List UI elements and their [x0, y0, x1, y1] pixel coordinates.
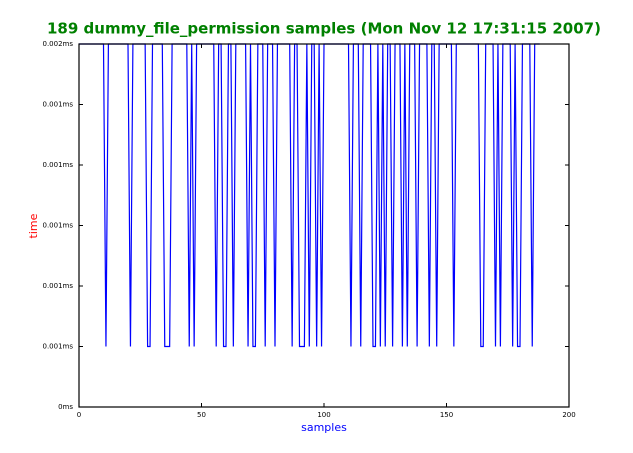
x-tick-label: 200 [562, 411, 575, 419]
y-tick-label: 0.001ms [42, 343, 73, 351]
y-tick-label: 0.001ms [42, 282, 73, 290]
y-axis-label: time [27, 213, 40, 238]
y-tick-label: 0.001ms [42, 222, 73, 230]
plot-frame [78, 43, 570, 408]
chart-title: 189 dummy_file_permission samples (Mon N… [47, 20, 601, 38]
x-tick-label: 100 [317, 411, 330, 419]
x-axis-label: samples [301, 421, 347, 434]
x-tick-label: 150 [440, 411, 453, 419]
y-tick-label: 0.001ms [42, 161, 73, 169]
y-tick-label: 0ms [58, 403, 73, 411]
x-tick-label: 0 [77, 411, 81, 419]
x-tick-label: 50 [197, 411, 206, 419]
y-tick-label: 0.002ms [42, 40, 73, 48]
y-tick-label: 0.001ms [42, 101, 73, 109]
